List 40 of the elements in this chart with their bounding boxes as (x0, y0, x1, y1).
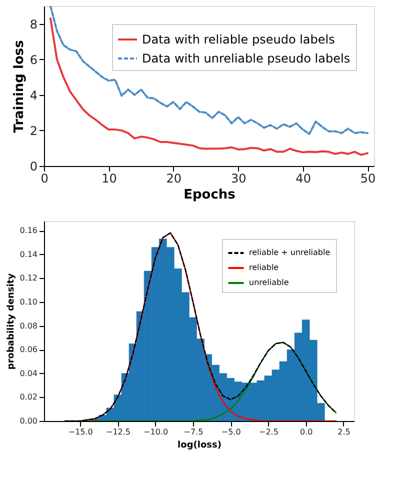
x-tick-label: −5.0 (221, 428, 241, 436)
y-axis-title: probability density (6, 273, 17, 370)
legend-label: reliable (249, 263, 279, 272)
y-tick-label: 0.06 (20, 345, 38, 354)
y-tick-label: 0.16 (20, 226, 38, 236)
x-tick-label: 50 (360, 172, 376, 186)
line-series (49, 17, 369, 156)
y-tick-label: 0.14 (20, 250, 38, 259)
x-axis-title: Epochs (184, 188, 236, 202)
y-tick-label: 0.02 (20, 392, 38, 402)
y-axis-title: Training loss (12, 40, 27, 133)
x-tick-label: 30 (230, 172, 246, 186)
y-tick-label: 2 (30, 124, 38, 138)
y-tick-label: 4 (30, 88, 38, 102)
legend-label: reliable + unreliable (249, 248, 330, 257)
y-tick-label: 0 (30, 160, 38, 174)
x-tick-label: 10 (102, 172, 117, 186)
x-tick-label: −15.0 (68, 428, 93, 436)
x-tick-label: −10.0 (144, 428, 168, 436)
x-tick-label: 2.5 (338, 428, 350, 436)
x-tick-label: 20 (166, 172, 182, 186)
legend-label: Data with unreliable pseudo labels (142, 52, 350, 66)
y-tick-label: 6 (30, 52, 38, 67)
y-tick-label: 0.04 (20, 368, 38, 378)
x-axis-title: log(loss) (178, 440, 222, 450)
x-tick-label: −12.5 (106, 428, 130, 436)
line-series (79, 342, 337, 421)
line-series (49, 6, 369, 135)
x-tick-label: 0.0 (300, 428, 313, 436)
x-tick-label: −2.5 (259, 428, 278, 436)
legend-label: Data with reliable pseudo labels (142, 32, 335, 46)
y-tick-label: 0.12 (20, 274, 38, 283)
x-tick-label: 0 (40, 172, 48, 186)
legend-label: unreliable (249, 278, 289, 287)
y-tick-label: 0.10 (20, 297, 38, 306)
x-tick-label: 40 (296, 172, 311, 186)
y-tick-label: 0.00 (20, 416, 38, 426)
y-tick-label: 8 (30, 17, 38, 32)
x-tick-label: −7.5 (184, 428, 204, 436)
y-tick-label: 0.08 (20, 321, 38, 330)
